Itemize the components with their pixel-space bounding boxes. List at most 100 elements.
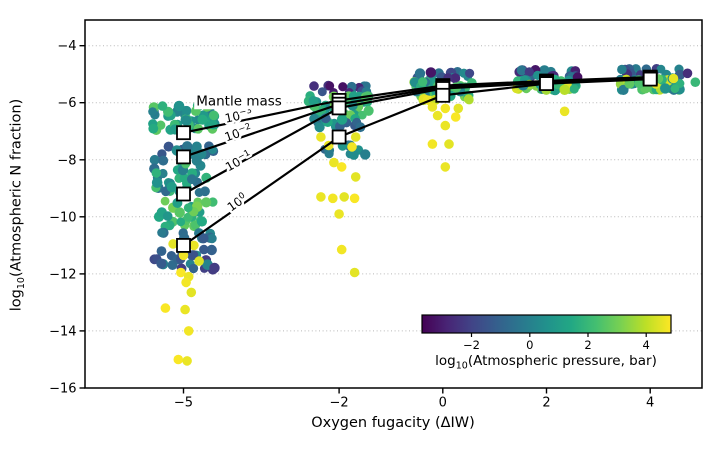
x-axis-label: Oxygen fugacity (ΔIW) xyxy=(311,414,475,431)
scatter-point xyxy=(156,120,166,130)
y-tick-label: −14 xyxy=(49,324,76,339)
scatter-point xyxy=(168,239,178,249)
scatter-point xyxy=(156,258,167,269)
scatter-point xyxy=(690,77,701,87)
scatter-point xyxy=(464,95,474,105)
scatter-point xyxy=(186,287,197,298)
scatter-point xyxy=(182,141,193,152)
scatter-point xyxy=(617,64,627,75)
axis-ticks xyxy=(79,45,651,394)
scatter-point xyxy=(328,193,338,204)
scatter-point xyxy=(339,192,350,202)
scatter-point xyxy=(180,304,190,315)
scatter-point xyxy=(199,244,209,255)
x-tick-label: −2 xyxy=(330,396,349,411)
scatter-point xyxy=(178,250,189,261)
scatter-point xyxy=(174,207,185,218)
scatter-point xyxy=(453,103,464,114)
scatter-point xyxy=(196,216,207,227)
scatter-point xyxy=(157,228,167,238)
line-label-mantle-mass-1e-2: 10−2 xyxy=(223,122,254,145)
scatter-point xyxy=(440,162,451,172)
scatter-point xyxy=(176,267,186,278)
scatter-point xyxy=(338,82,348,92)
scatter-point xyxy=(425,67,437,78)
colorbar-tick-label: 4 xyxy=(643,338,650,352)
colorbar-label-log: log xyxy=(435,352,456,369)
scatter-point xyxy=(180,115,191,126)
scatter-point xyxy=(182,356,192,366)
marker-square xyxy=(539,76,554,91)
mantle-mass-annotation: Mantle mass xyxy=(194,93,284,110)
scatter-point xyxy=(157,101,168,111)
scatter-point xyxy=(559,106,570,117)
marker-square xyxy=(435,87,451,103)
y-tick-label: −12 xyxy=(49,267,76,282)
scatter-point xyxy=(191,155,202,166)
x-tick-label: −5 xyxy=(174,396,193,411)
scatter-point xyxy=(198,233,209,244)
marker-square xyxy=(642,71,658,87)
scatter-point xyxy=(656,64,666,74)
x-tick-label: 0 xyxy=(439,396,447,411)
scatter-point xyxy=(325,81,335,91)
scatter-point xyxy=(427,102,438,112)
scatter-point xyxy=(200,186,210,197)
scatter-point xyxy=(308,96,319,106)
scatter-point xyxy=(329,157,339,168)
scatter-point xyxy=(682,68,693,79)
scatter-point xyxy=(156,246,167,256)
colorbar-tick-label: 0 xyxy=(526,338,533,352)
scatter-point xyxy=(670,84,680,94)
scatter-point xyxy=(197,114,208,125)
scatter-point xyxy=(336,162,347,172)
x-tick-label: 2 xyxy=(542,396,550,411)
y-axis-label-rest: (Atmospheric N fraction) xyxy=(8,98,25,278)
scatter-point xyxy=(465,68,475,78)
scatter-point xyxy=(414,68,426,79)
y-axis-label-log: log xyxy=(8,289,25,312)
scatter-point xyxy=(201,197,212,208)
scatter-point xyxy=(450,112,461,122)
scatter-point xyxy=(347,142,357,152)
scatter-point xyxy=(618,84,629,95)
marker-square xyxy=(176,186,191,202)
scatter-point xyxy=(427,139,438,149)
scatter-point xyxy=(148,123,159,134)
scatter-point xyxy=(209,110,219,121)
scatter-point xyxy=(158,155,169,166)
axis-tick-labels: −5 −2 0 2 4 −4 −6 −8 −10 −12 −14 −16 xyxy=(49,39,654,410)
scatter-point xyxy=(349,193,360,204)
marker-square xyxy=(176,237,191,253)
scatter-point xyxy=(516,65,527,76)
colorbar-border xyxy=(421,314,672,334)
scatter-point xyxy=(183,203,193,213)
y-tick-label: −6 xyxy=(57,96,76,111)
y-axis-label: log10(Atmospheric N fraction) xyxy=(8,98,27,312)
scatter-point xyxy=(191,141,202,152)
scatter-point xyxy=(450,73,461,84)
scatter-point xyxy=(668,73,679,84)
scatter-point xyxy=(418,77,428,87)
scatter-point xyxy=(148,107,158,116)
y-tick-label: −10 xyxy=(49,210,76,225)
colorbar-label-rest: (Atmospheric pressure, bar) xyxy=(467,352,657,369)
scatter-point xyxy=(360,149,371,160)
scatter-point xyxy=(176,217,186,227)
mantle-mass-lines xyxy=(176,69,658,253)
scatter-point xyxy=(151,177,163,188)
y-tick-label: −4 xyxy=(57,39,76,54)
scatter-point xyxy=(160,196,170,206)
scatter-point xyxy=(160,303,171,313)
marker-square xyxy=(176,125,191,141)
scatter-point xyxy=(317,87,327,97)
scatter-point xyxy=(316,192,326,202)
scatter-point xyxy=(349,150,359,160)
scatter-point xyxy=(336,244,347,255)
scatter-point xyxy=(363,105,374,116)
scatter-point xyxy=(207,233,217,244)
scatter-point xyxy=(314,122,325,133)
